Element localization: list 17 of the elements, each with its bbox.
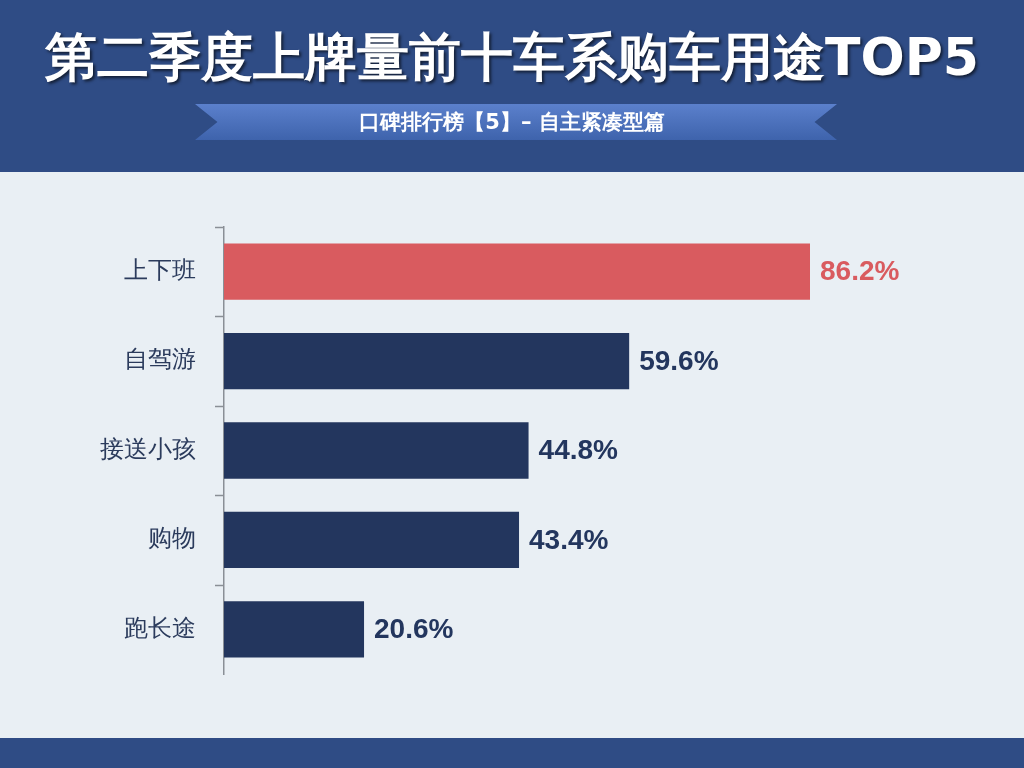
y-tick-label: 上下班 (124, 255, 196, 284)
data-label: 43.4% (529, 523, 609, 555)
data-label: 86.2% (820, 255, 900, 287)
bar (224, 422, 529, 479)
y-tick-label: 跑长途 (124, 613, 196, 642)
chart-title: 第二季度上牌量前十车系购车用途TOP5 (44, 26, 980, 88)
data-label: 44.8% (538, 434, 619, 466)
chart-subtitle: 口碑排行榜【5】– 自主紧凑型篇 (358, 109, 666, 136)
bar (224, 511, 520, 569)
y-tick-label: 自驾游 (124, 345, 196, 374)
bar (224, 601, 365, 658)
bar (224, 332, 630, 390)
y-tick-label: 购物 (148, 524, 196, 553)
bar (224, 243, 810, 300)
data-label: 59.6% (639, 344, 719, 376)
y-tick-label: 接送小孩 (100, 434, 196, 463)
data-label: 20.6% (374, 613, 454, 645)
